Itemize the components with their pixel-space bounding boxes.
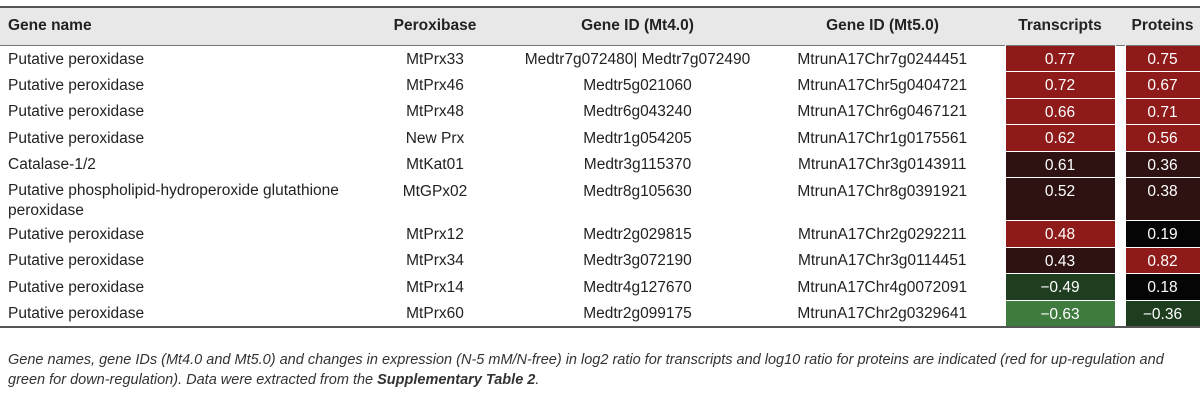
proteins-cell: 0.36 xyxy=(1124,151,1200,178)
gap-cell xyxy=(1115,98,1125,125)
peroxibase-cell: MtPrx34 xyxy=(406,252,464,269)
gene-id-mt5-cell: MtrunA17Chr6g0467121 xyxy=(797,103,968,120)
caption-end: . xyxy=(535,372,540,388)
table-row: Putative peroxidase MtPrx48 Medtr6g043240 M… xyxy=(0,98,1200,125)
transcripts-cell: 0.52 xyxy=(1004,177,1116,221)
gene-id-mt5-cell: MtrunA17Chr7g0244451 xyxy=(797,50,968,68)
gene-id-mt4-cell: Medtr1g054205 xyxy=(583,129,692,147)
proteins-cell: 0.19 xyxy=(1124,220,1200,248)
transcripts-cell: 0.61 xyxy=(1004,151,1116,178)
gene-id-mt5-cell: MtrunA17Chr2g0329641 xyxy=(797,305,968,322)
proteins-cell: 0.67 xyxy=(1124,71,1200,99)
peroxibase-cell: MtPrx14 xyxy=(406,278,464,296)
peroxibase-cell: MtPrx33 xyxy=(406,50,464,68)
gene-id-mt4-cell: Medtr4g127670 xyxy=(583,278,692,296)
proteins-cell: 0.38 xyxy=(1124,177,1200,221)
table-row: Putative peroxidase MtPrx14 Medtr4g127670 M… xyxy=(0,273,1200,301)
gene-id-mt5-cell: MtrunA17Chr2g0292211 xyxy=(797,225,967,243)
header-peroxibase: Peroxibase xyxy=(393,17,477,35)
gene-name-cell: Putative peroxidase xyxy=(8,252,145,269)
transcripts-cell: 0.66 xyxy=(1004,98,1116,125)
proteins-cell: 0.71 xyxy=(1124,98,1200,125)
gene-id-mt5-cell: MtrunA17Chr1g0175561 xyxy=(797,129,968,147)
gap-cell xyxy=(1115,247,1125,274)
header-row: Gene name Peroxibase Gene ID (Mt4.0) Gen… xyxy=(0,7,1200,45)
gene-name-cell: Putative peroxidase xyxy=(8,129,145,147)
table-row: Putative peroxidase MtPrx60 Medtr2g099175 M… xyxy=(0,300,1200,327)
table-row: Putative peroxidase New Prx Medtr1g054205 M… xyxy=(0,124,1200,152)
header-gap xyxy=(1115,7,1125,45)
table-row: Putative peroxidase MtPrx46 Medtr5g021060 M… xyxy=(0,71,1200,99)
peroxibase-cell: New Prx xyxy=(405,129,465,147)
gene-id-mt4-cell: Medtr6g043240 xyxy=(583,103,692,120)
table-row: Putative phospholipid-hydroperoxide glut… xyxy=(0,177,1200,221)
caption-text: Gene names, gene IDs (Mt4.0 and Mt5.0) a… xyxy=(8,352,1164,388)
gene-id-mt4-cell: Medtr3g115370 xyxy=(583,156,692,173)
header-transcripts: Transcripts xyxy=(1018,17,1102,35)
expression-table: Gene name Peroxibase Gene ID (Mt4.0) Gen… xyxy=(0,6,1200,328)
table-row: Putative peroxidase MtPrx33 Medtr7g072480|… xyxy=(0,45,1200,72)
gene-id-mt4-cell: Medtr8g105630 xyxy=(583,182,692,200)
peroxibase-cell: MtPrx48 xyxy=(406,103,464,120)
proteins-cell: 0.75 xyxy=(1124,45,1200,72)
table-body: Putative peroxidase MtPrx33 Medtr7g072480|… xyxy=(0,45,1200,327)
transcripts-cell: 0.62 xyxy=(1004,124,1116,152)
peroxibase-cell: MtGPx02 xyxy=(402,182,468,200)
gene-id-mt4-cell: Medtr7g072480| Medtr7g072490 xyxy=(524,50,751,68)
gap-cell xyxy=(1115,71,1125,98)
table-row: Catalase-1/2 MtKat01 Medtr3g115370 MtrunA17… xyxy=(0,151,1200,178)
caption-supplementary-link: Supplementary Table 2 xyxy=(377,372,536,388)
gene-name-cell: Putative peroxidase xyxy=(8,278,145,296)
gene-name-cell: Catalase-1/2 xyxy=(8,156,96,173)
header-gene-id-mt4: Gene ID (Mt4.0) xyxy=(581,17,694,35)
transcripts-cell: 0.48 xyxy=(1004,220,1116,248)
transcripts-cell: 0.77 xyxy=(1004,45,1116,72)
peroxibase-cell: MtPrx46 xyxy=(406,76,464,94)
gene-name-cell: Putative peroxidase xyxy=(8,305,145,322)
gene-id-mt4-cell: Medtr5g021060 xyxy=(583,76,692,94)
gap-cell xyxy=(1115,220,1125,247)
table-row: Putative peroxidase MtPrx34 Medtr3g072190 M… xyxy=(0,247,1200,274)
proteins-cell: 0.18 xyxy=(1124,273,1200,301)
table-row: Putative peroxidase MtPrx12 Medtr2g029815 M… xyxy=(0,220,1200,248)
header-proteins: Proteins xyxy=(1131,17,1194,35)
gene-id-mt4-cell: Medtr3g072190 xyxy=(583,252,692,269)
gap-cell xyxy=(1115,300,1125,327)
gene-name-cell: Putative peroxidase xyxy=(8,50,145,68)
gene-id-mt5-cell: MtrunA17Chr3g0114451 xyxy=(797,252,967,269)
peroxibase-cell: MtPrx12 xyxy=(406,225,464,243)
gene-name-cell: Putative peroxidase xyxy=(8,76,145,94)
gene-id-mt5-cell: MtrunA17Chr3g0143911 xyxy=(797,156,967,173)
gap-cell xyxy=(1115,45,1125,72)
proteins-cell: 0.82 xyxy=(1124,247,1200,274)
gap-cell xyxy=(1115,177,1125,221)
table-caption: Gene names, gene IDs (Mt4.0 and Mt5.0) a… xyxy=(8,350,1188,390)
proteins-cell: −0.36 xyxy=(1124,300,1200,327)
gap-cell xyxy=(1115,124,1125,151)
transcripts-cell: 0.72 xyxy=(1004,71,1116,99)
transcripts-cell: 0.43 xyxy=(1004,247,1116,274)
proteins-cell: 0.56 xyxy=(1124,124,1200,152)
header-gene-name: Gene name xyxy=(8,17,92,35)
gap-cell xyxy=(1115,151,1125,178)
transcripts-cell: −0.63 xyxy=(1004,300,1116,327)
peroxibase-cell: MtPrx60 xyxy=(406,305,464,322)
transcripts-cell: −0.49 xyxy=(1004,273,1116,301)
gene-name-cell: Putative phospholipid-hydroperoxide glut… xyxy=(8,181,339,219)
header-gene-id-mt5: Gene ID (Mt5.0) xyxy=(826,17,939,35)
gene-id-mt5-cell: MtrunA17Chr4g0072091 xyxy=(797,278,968,296)
gene-id-mt4-cell: Medtr2g099175 xyxy=(583,305,692,322)
gene-id-mt5-cell: MtrunA17Chr8g0391921 xyxy=(797,182,968,200)
gene-id-mt4-cell: Medtr2g029815 xyxy=(583,225,692,243)
gene-name-cell: Putative peroxidase xyxy=(8,225,145,243)
peroxibase-cell: MtKat01 xyxy=(406,156,464,173)
gene-name-cell: Putative peroxidase xyxy=(8,103,145,120)
gap-cell xyxy=(1115,273,1125,300)
gene-id-mt5-cell: MtrunA17Chr5g0404721 xyxy=(797,76,968,94)
